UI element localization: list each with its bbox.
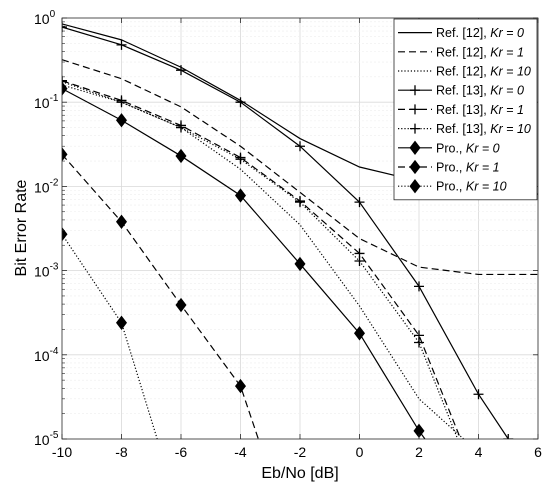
legend-label: Pro., Kr = 10 <box>436 180 507 194</box>
x-tick-label: -8 <box>115 444 128 460</box>
y-tick-label: 10-2 <box>34 177 59 195</box>
diamond-marker <box>353 326 366 341</box>
series-4 <box>62 22 514 439</box>
plus-marker <box>62 22 67 33</box>
series-8 <box>62 147 259 439</box>
plus-marker <box>410 123 420 134</box>
legend-entry: Pro., Kr = 10 <box>398 179 507 194</box>
series-layer <box>62 22 538 439</box>
y-tick-label: 10-4 <box>34 346 59 364</box>
plus-marker <box>176 122 186 133</box>
plus-marker <box>295 197 305 208</box>
x-tick-label: -6 <box>175 444 188 460</box>
diamond-marker <box>115 113 128 128</box>
legend-entry: Ref. [12], Kr = 10 <box>398 65 531 79</box>
series-line <box>62 81 459 439</box>
plus-marker <box>116 97 127 108</box>
plus-marker <box>473 389 484 400</box>
legend-label: Ref. [13], Kr = 0 <box>436 84 524 98</box>
diamond-marker <box>409 140 421 155</box>
plus-marker <box>414 281 424 292</box>
legend: Ref. [12], Kr = 0 Ref. [12], Kr = 1 Ref. [… <box>393 18 538 201</box>
series-7 <box>62 81 426 439</box>
diamond-marker <box>115 214 128 229</box>
legend-entry: Ref. [13], Kr = 0 <box>398 84 524 98</box>
diamond-marker <box>175 297 187 313</box>
legend-entry: Ref. [13], Kr = 10 <box>398 122 531 136</box>
axis-ticks: -10 -8 -6 -4 -2 0 2 4 6 100 10-1 10-2 10-3 10-4 10-5 <box>34 9 542 460</box>
legend-entry: Ref. [12], Kr = 1 <box>398 45 524 59</box>
plus-marker <box>62 75 67 86</box>
plus-marker <box>235 97 246 108</box>
diamond-marker <box>409 179 421 194</box>
x-tick-label: -2 <box>294 444 307 460</box>
series-line <box>62 59 538 276</box>
x-tick-label: 0 <box>356 444 364 460</box>
legend-label: Ref. [12], Kr = 1 <box>436 45 524 59</box>
diamond-marker <box>62 227 68 242</box>
diamond-marker <box>294 256 306 272</box>
plus-marker <box>354 197 365 208</box>
y-tick-label: 100 <box>34 9 56 27</box>
legend-entry: Ref. [13], Kr = 1 <box>398 103 524 117</box>
y-tick-label: 10-5 <box>34 430 59 448</box>
series-6 <box>62 76 459 439</box>
plus-marker <box>116 39 127 50</box>
legend-entry: Ref. [12], Kr = 0 <box>398 26 524 40</box>
x-axis-label: Eb/No [dB] <box>261 465 338 482</box>
legend-label: Ref. [13], Kr = 10 <box>436 122 531 136</box>
plus-marker <box>410 85 420 96</box>
plus-marker <box>354 256 365 267</box>
legend-label: Pro., Kr = 1 <box>436 161 500 175</box>
y-tick-label: 10-1 <box>34 93 59 111</box>
x-tick-label: 6 <box>534 444 542 460</box>
plus-marker <box>176 65 186 76</box>
diamond-marker <box>62 81 68 96</box>
legend-label: Ref. [12], Kr = 0 <box>436 26 524 40</box>
x-tick-label: 4 <box>475 444 483 460</box>
series-line <box>62 88 426 439</box>
x-tick-label: -10 <box>52 444 72 460</box>
plus-marker <box>410 104 420 115</box>
plus-marker <box>414 337 424 348</box>
plus-marker <box>503 434 514 439</box>
legend-label: Ref. [13], Kr = 1 <box>436 103 524 117</box>
diamond-marker <box>234 188 247 203</box>
plus-marker <box>62 76 67 87</box>
diamond-marker <box>175 148 187 164</box>
plus-marker <box>295 141 305 152</box>
legend-entry: Pro., Kr = 1 <box>398 159 500 175</box>
diamond-marker <box>234 378 247 394</box>
y-tick-label: 10-3 <box>34 262 59 280</box>
diamond-marker <box>409 159 421 175</box>
legend-entry: Pro., Kr = 0 <box>398 140 500 155</box>
x-tick-label: -4 <box>234 444 247 460</box>
plus-marker <box>235 154 246 165</box>
series-2 <box>62 59 538 276</box>
legend-label: Ref. [12], Kr = 10 <box>436 65 531 79</box>
x-tick-label: 2 <box>415 444 423 460</box>
series-9 <box>62 227 158 439</box>
diamond-marker <box>62 147 68 162</box>
series-line <box>62 80 462 439</box>
legend-label: Pro., Kr = 0 <box>436 141 500 155</box>
y-axis-label: Bit Error Rate <box>13 179 30 276</box>
diamond-marker <box>115 315 128 330</box>
